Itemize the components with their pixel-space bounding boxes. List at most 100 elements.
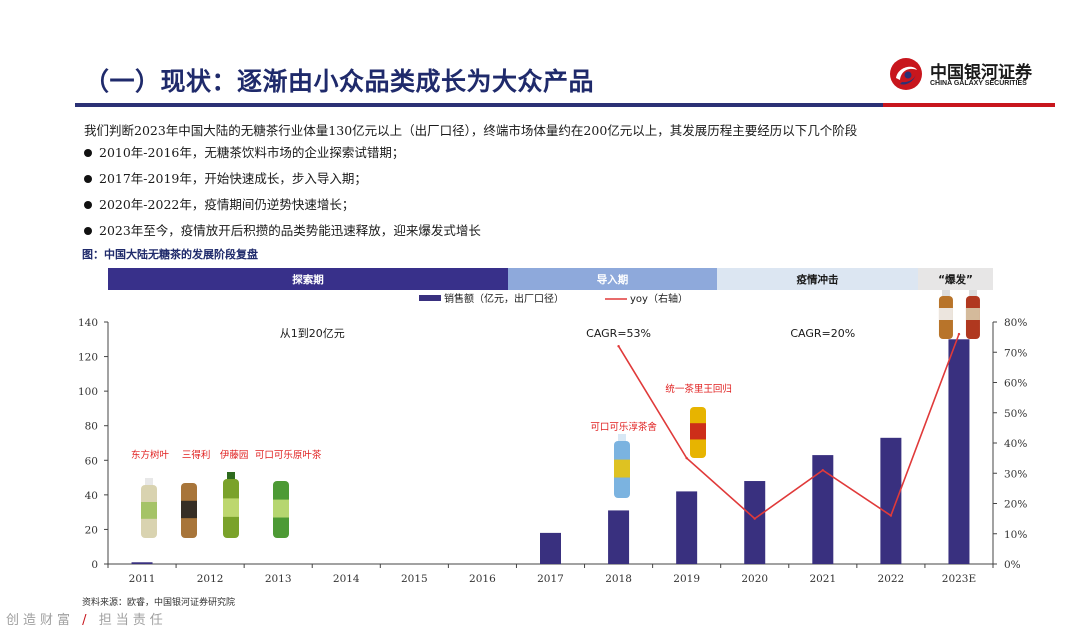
- bottle-cap-icon: [941, 290, 950, 296]
- x-tick-label: 2017: [537, 573, 564, 585]
- y-left-tick-label: 40: [85, 490, 98, 502]
- bottle-cap-icon: [227, 472, 235, 479]
- product-label: 三得利: [182, 449, 211, 461]
- intro-text: 我们判断2023年中国大陆的无糖茶行业体量130亿元以上（出厂口径），终端市场体…: [84, 123, 858, 138]
- slogan-left: 创造财富: [6, 613, 75, 628]
- stage-item: 2020年-2022年，疫情期间仍逆势快速增长；: [84, 198, 481, 224]
- x-tick-label: 2022: [878, 573, 905, 585]
- bottle-cap-icon: [145, 478, 153, 485]
- x-tick-label: 2021: [809, 573, 836, 585]
- x-tick-label: 2014: [333, 573, 360, 585]
- x-tick-label: 2019: [673, 573, 700, 585]
- stage-item: 2010年-2016年，无糖茶饮料市场的企业探索试错期；: [84, 146, 481, 172]
- sales-bar: [880, 437, 902, 564]
- phase-label: 疫情冲击: [797, 273, 839, 286]
- product-label: 可口可乐淳茶舍: [590, 421, 657, 433]
- chart-annotation: CAGR=20%: [790, 327, 855, 340]
- x-tick-label: 2013: [265, 573, 292, 585]
- logo-english-name: CHINA GALAXY SECURITIES: [930, 80, 1027, 87]
- page-title: （一）现状：逐渐由小众品类成长为大众产品: [84, 67, 595, 96]
- product-label: 统一茶里王回归: [665, 383, 732, 395]
- legend-line-label: yoy（右轴）: [630, 292, 688, 305]
- bottle-label-icon: [938, 308, 953, 320]
- phase-label: 导入期: [597, 273, 629, 286]
- legend-bar-label: 销售额（亿元，出厂口径）: [444, 292, 564, 305]
- x-tick-label: 2015: [401, 573, 428, 585]
- brand-logo: 中国银河证券 CHINA GALAXY SECURITIES: [888, 56, 1048, 92]
- y-right-tick-label: 30%: [1004, 468, 1027, 480]
- bottle-label-icon: [273, 499, 289, 518]
- x-tick-label: 2011: [129, 573, 156, 585]
- bottle-cap-icon: [185, 476, 193, 483]
- title-underline-accent: [883, 103, 1055, 107]
- stage-text: 2023年至今，疫情放开后积攒的品类势能迅速释放，迎来爆发式增长: [99, 223, 481, 238]
- y-right-tick-label: 60%: [1004, 378, 1027, 390]
- yoy-point: [889, 514, 893, 517]
- logo-chinese-name: 中国银河证券: [930, 63, 1032, 83]
- y-left-tick-label: 0: [91, 559, 98, 571]
- y-right-tick-label: 20%: [1004, 499, 1027, 511]
- bottle-cap-icon: [968, 290, 977, 296]
- sales-bar: [744, 481, 766, 564]
- x-tick-label: 2012: [197, 573, 224, 585]
- yoy-point: [617, 345, 620, 348]
- stage-text: 2017年-2019年，开始快速成长，步入导入期；: [99, 171, 367, 186]
- bullet-dot-icon: [84, 227, 92, 235]
- bottle-label-icon: [690, 423, 706, 440]
- chart-annotation: 从1到20亿元: [280, 327, 345, 340]
- galaxy-logo-icon: [890, 58, 922, 90]
- y-left-tick-label: 120: [78, 352, 98, 364]
- slogan-separator: /: [82, 613, 91, 628]
- sales-bar: [676, 491, 698, 564]
- x-tick-label: 2020: [741, 573, 768, 585]
- phase-band: [108, 268, 508, 290]
- bullet-dot-icon: [84, 149, 92, 157]
- bullet-dot-icon: [84, 175, 92, 183]
- bullet-dot-icon: [84, 201, 92, 209]
- stage-item: 2017年-2019年，开始快速成长，步入导入期；: [84, 172, 481, 198]
- phase-band: [508, 268, 717, 290]
- bottle-label-icon: [965, 308, 980, 320]
- figure-caption: 图：中国大陆无糖茶的发展阶段复盘: [82, 248, 258, 261]
- y-right-tick-label: 10%: [1004, 529, 1027, 541]
- y-left-tick-label: 140: [78, 317, 98, 329]
- chart-annotation: CAGR=53%: [586, 327, 651, 340]
- product-label: 伊藤园: [220, 449, 249, 461]
- y-left-tick-label: 80: [85, 421, 98, 433]
- bottle-cap-icon: [277, 474, 285, 481]
- x-tick-label: 2016: [469, 573, 496, 585]
- y-right-tick-label: 80%: [1004, 317, 1027, 329]
- legend-bar-swatch: [419, 295, 441, 301]
- y-right-tick-label: 40%: [1004, 438, 1027, 450]
- x-tick-label: 2023E: [942, 573, 976, 585]
- bottle-label-icon: [223, 498, 239, 517]
- y-right-tick-label: 0%: [1004, 559, 1021, 571]
- footer-slogan: 创造财富 / 担当责任: [6, 609, 167, 628]
- yoy-point: [685, 456, 688, 460]
- y-left-tick-label: 20: [85, 524, 98, 536]
- title-underline: [75, 103, 883, 107]
- stage-text: 2020年-2022年，疫情期间仍逆势快速增长；: [99, 197, 355, 212]
- y-left-tick-label: 60: [85, 455, 98, 467]
- bottle-cap-icon: [694, 400, 702, 407]
- sales-bar: [812, 455, 834, 564]
- product-label: 东方树叶: [131, 449, 170, 461]
- bottle-label-icon: [614, 459, 630, 478]
- phase-label: 探索期: [292, 273, 324, 286]
- sales-bar: [540, 532, 561, 564]
- phase-band: [918, 268, 993, 290]
- bottle-label-icon: [181, 500, 197, 519]
- stage-list: 2010年-2016年，无糖茶饮料市场的企业探索试错期； 2017年-2019年…: [84, 146, 481, 250]
- sales-bar: [608, 510, 630, 564]
- y-right-tick-label: 70%: [1004, 347, 1027, 359]
- yoy-line: [617, 333, 960, 520]
- bottle-cap-icon: [618, 434, 626, 441]
- slogan-right: 担当责任: [98, 613, 167, 628]
- source-note: 资料来源：欧睿，中国银河证券研究院: [82, 598, 236, 608]
- stage-item: 2023年至今，疫情放开后积攒的品类势能迅速释放，迎来爆发式增长: [84, 224, 481, 250]
- x-tick-label: 2018: [605, 573, 632, 585]
- phase-label: “爆发”: [938, 273, 973, 286]
- bottle-label-icon: [141, 502, 157, 519]
- y-right-tick-label: 50%: [1004, 408, 1027, 420]
- yoy-point: [821, 469, 825, 472]
